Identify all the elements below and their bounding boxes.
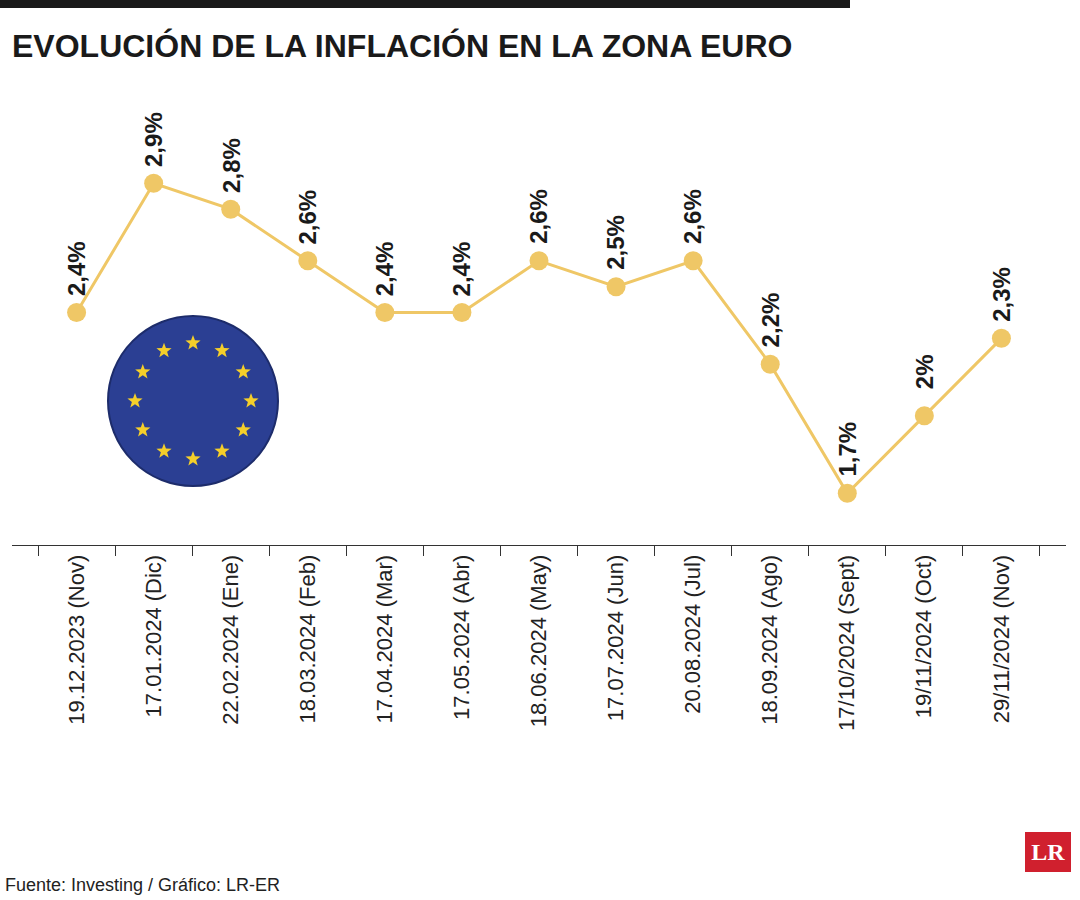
svg-text:22.02.2024 (Ene): 22.02.2024 (Ene) bbox=[218, 555, 243, 725]
svg-text:2,3%: 2,3% bbox=[988, 267, 1015, 322]
svg-text:2,6%: 2,6% bbox=[525, 189, 552, 244]
svg-text:17.05.2024 (Abr): 17.05.2024 (Abr) bbox=[449, 555, 474, 720]
svg-text:17.04.2024 (Mar): 17.04.2024 (Mar) bbox=[372, 555, 397, 724]
svg-text:Fuente: Investing / Gráfico: L: Fuente: Investing / Gráfico: LR-ER bbox=[5, 875, 280, 895]
svg-text:2,5%: 2,5% bbox=[602, 215, 629, 270]
svg-text:EVOLUCIÓN DE LA INFLACIÓN EN L: EVOLUCIÓN DE LA INFLACIÓN EN LA ZONA EUR… bbox=[12, 28, 792, 64]
svg-text:19/11/2024 (Oct): 19/11/2024 (Oct) bbox=[912, 555, 937, 718]
svg-text:2,6%: 2,6% bbox=[679, 189, 706, 244]
svg-text:19.12.2023 (Nov): 19.12.2023 (Nov) bbox=[64, 555, 89, 725]
svg-text:2,9%: 2,9% bbox=[140, 112, 167, 167]
svg-text:18.09.2024 (Ago): 18.09.2024 (Ago) bbox=[757, 555, 782, 725]
svg-text:18.06.2024 (May): 18.06.2024 (May) bbox=[526, 555, 551, 727]
html-text:LR: LR bbox=[1031, 839, 1065, 865]
svg-text:2,4%: 2,4% bbox=[63, 241, 90, 296]
svg-text:2,6%: 2,6% bbox=[294, 190, 321, 245]
svg-text:2,8%: 2,8% bbox=[218, 138, 245, 193]
svg-text:2,4%: 2,4% bbox=[371, 242, 398, 297]
svg-text:2%: 2% bbox=[911, 354, 938, 389]
svg-text:18.03.2024 (Feb): 18.03.2024 (Feb) bbox=[295, 555, 320, 724]
svg-text:2,2%: 2,2% bbox=[757, 293, 784, 348]
svg-text:20.08.2024 (Jul): 20.08.2024 (Jul) bbox=[680, 555, 705, 714]
svg-text:29/11/2024 (Nov): 29/11/2024 (Nov) bbox=[989, 555, 1014, 723]
svg-text:1,7%: 1,7% bbox=[834, 422, 861, 477]
svg-text:17/10/2024 (Sept): 17/10/2024 (Sept) bbox=[834, 555, 859, 731]
svg-text:17.07.2024 (Jun): 17.07.2024 (Jun) bbox=[603, 555, 628, 721]
svg-text:2,4%: 2,4% bbox=[448, 242, 475, 297]
svg-text:17.01.2024 (Dic): 17.01.2024 (Dic) bbox=[141, 555, 166, 718]
